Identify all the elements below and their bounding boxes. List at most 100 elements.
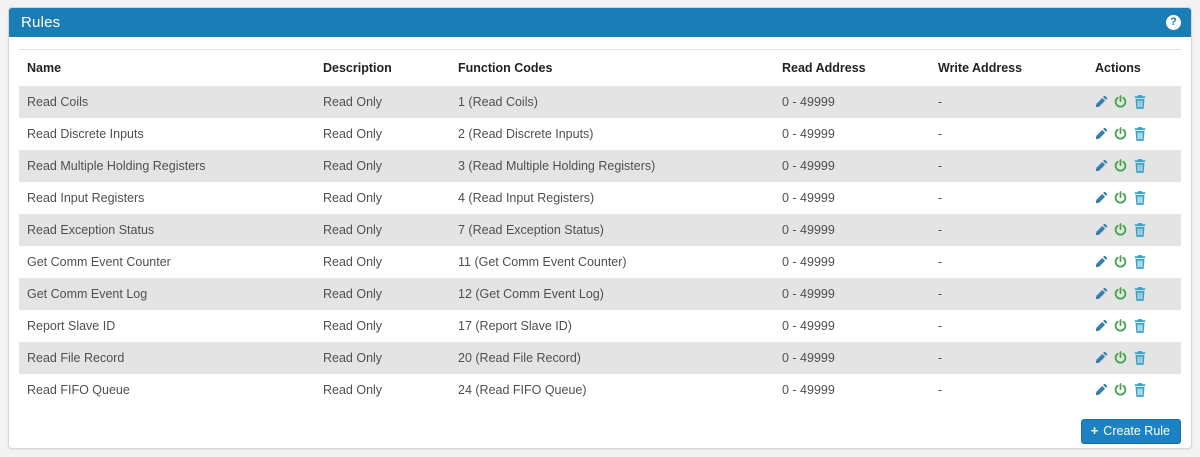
edit-pencil-icon[interactable] bbox=[1095, 223, 1108, 236]
rule-write-address-cell: - bbox=[938, 318, 943, 333]
rule-read-address-cell: 0 - 49999 bbox=[782, 254, 835, 269]
panel-header: Rules ? bbox=[9, 8, 1191, 37]
rule-description-cell: Read Only bbox=[323, 158, 383, 173]
power-toggle-icon[interactable] bbox=[1114, 191, 1127, 204]
rule-name-cell: Get Comm Event Log bbox=[27, 286, 148, 301]
panel-body: Name Description Function Codes Read Add… bbox=[9, 37, 1191, 406]
rule-actions-cell bbox=[1087, 278, 1181, 310]
delete-trash-icon[interactable] bbox=[1134, 126, 1146, 141]
table-row: Read Input Registers Read Only 4 (Read I… bbox=[19, 181, 1181, 214]
rule-read-address-cell: 0 - 49999 bbox=[782, 318, 835, 333]
create-rule-button[interactable]: + Create Rule bbox=[1080, 418, 1181, 444]
rule-write-address-cell: - bbox=[938, 350, 943, 365]
edit-pencil-icon[interactable] bbox=[1095, 191, 1108, 204]
column-header-actions: Actions bbox=[1095, 60, 1141, 75]
rule-write-address-cell: - bbox=[938, 286, 943, 301]
panel-footer: + Create Rule bbox=[9, 406, 1191, 449]
delete-trash-icon[interactable] bbox=[1134, 382, 1146, 397]
rule-actions-cell bbox=[1087, 150, 1181, 182]
table-row: Read File Record Read Only 20 (Read File… bbox=[19, 341, 1181, 374]
rule-read-address-cell: 0 - 49999 bbox=[782, 350, 835, 365]
edit-pencil-icon[interactable] bbox=[1095, 383, 1108, 396]
delete-trash-icon[interactable] bbox=[1134, 190, 1146, 205]
rule-description-cell: Read Only bbox=[323, 286, 383, 301]
rule-function-codes-cell: 2 (Read Discrete Inputs) bbox=[458, 126, 594, 141]
plus-icon: + bbox=[1090, 423, 1099, 438]
rule-name-cell: Read Exception Status bbox=[27, 222, 155, 237]
rule-write-address-cell: - bbox=[938, 126, 943, 141]
delete-trash-icon[interactable] bbox=[1134, 254, 1146, 269]
rule-function-codes-cell: 1 (Read Coils) bbox=[458, 94, 538, 109]
rule-function-codes-cell: 7 (Read Exception Status) bbox=[458, 222, 604, 237]
rule-name-cell: Read Multiple Holding Registers bbox=[27, 158, 206, 173]
rule-actions-cell bbox=[1087, 214, 1181, 246]
delete-trash-icon[interactable] bbox=[1134, 222, 1146, 237]
rule-read-address-cell: 0 - 49999 bbox=[782, 94, 835, 109]
power-toggle-icon[interactable] bbox=[1114, 383, 1127, 396]
rule-name-cell: Read Coils bbox=[27, 94, 89, 109]
create-rule-label: Create Rule bbox=[1103, 423, 1170, 438]
table-row: Get Comm Event Counter Read Only 11 (Get… bbox=[19, 245, 1181, 278]
help-question-circle-icon[interactable]: ? bbox=[1166, 15, 1181, 30]
table-row: Read Coils Read Only 1 (Read Coils) 0 - … bbox=[19, 85, 1181, 118]
rule-function-codes-cell: 20 (Read File Record) bbox=[458, 350, 581, 365]
rule-write-address-cell: - bbox=[938, 382, 943, 397]
rule-function-codes-cell: 24 (Read FIFO Queue) bbox=[458, 382, 587, 397]
rule-description-cell: Read Only bbox=[323, 254, 383, 269]
rule-read-address-cell: 0 - 49999 bbox=[782, 190, 835, 205]
power-toggle-icon[interactable] bbox=[1114, 351, 1127, 364]
table-row: Read Exception Status Read Only 7 (Read … bbox=[19, 213, 1181, 246]
rules-panel: Rules ? Name Description Function Codes … bbox=[8, 7, 1192, 449]
rule-function-codes-cell: 17 (Report Slave ID) bbox=[458, 318, 572, 333]
rule-function-codes-cell: 11 (Get Comm Event Counter) bbox=[458, 254, 627, 269]
power-toggle-icon[interactable] bbox=[1114, 255, 1127, 268]
power-toggle-icon[interactable] bbox=[1114, 159, 1127, 172]
table-row: Read Discrete Inputs Read Only 2 (Read D… bbox=[19, 117, 1181, 150]
delete-trash-icon[interactable] bbox=[1134, 286, 1146, 301]
rule-function-codes-cell: 12 (Get Comm Event Log) bbox=[458, 286, 604, 301]
rule-actions-cell bbox=[1087, 310, 1181, 342]
rule-write-address-cell: - bbox=[938, 158, 943, 173]
delete-trash-icon[interactable] bbox=[1134, 158, 1146, 173]
delete-trash-icon[interactable] bbox=[1134, 350, 1146, 365]
edit-pencil-icon[interactable] bbox=[1095, 287, 1108, 300]
rule-name-cell: Read FIFO Queue bbox=[27, 382, 130, 397]
rule-function-codes-cell: 3 (Read Multiple Holding Registers) bbox=[458, 158, 656, 173]
table-row: Read FIFO Queue Read Only 24 (Read FIFO … bbox=[19, 373, 1181, 406]
rule-actions-cell bbox=[1087, 374, 1181, 406]
column-header-description: Description bbox=[323, 60, 392, 75]
rule-description-cell: Read Only bbox=[323, 94, 383, 109]
power-toggle-icon[interactable] bbox=[1114, 95, 1127, 108]
rule-description-cell: Read Only bbox=[323, 126, 383, 141]
rule-read-address-cell: 0 - 49999 bbox=[782, 158, 835, 173]
edit-pencil-icon[interactable] bbox=[1095, 127, 1108, 140]
rule-name-cell: Read File Record bbox=[27, 350, 125, 365]
edit-pencil-icon[interactable] bbox=[1095, 159, 1108, 172]
power-toggle-icon[interactable] bbox=[1114, 319, 1127, 332]
rule-description-cell: Read Only bbox=[323, 382, 383, 397]
rule-write-address-cell: - bbox=[938, 94, 943, 109]
power-toggle-icon[interactable] bbox=[1114, 127, 1127, 140]
edit-pencil-icon[interactable] bbox=[1095, 255, 1108, 268]
column-header-name: Name bbox=[27, 60, 62, 75]
rule-read-address-cell: 0 - 49999 bbox=[782, 222, 835, 237]
power-toggle-icon[interactable] bbox=[1114, 223, 1127, 236]
page-title: Rules bbox=[21, 14, 61, 31]
column-header-function-codes: Function Codes bbox=[458, 60, 553, 75]
edit-pencil-icon[interactable] bbox=[1095, 351, 1108, 364]
rule-actions-cell bbox=[1087, 182, 1181, 214]
rule-description-cell: Read Only bbox=[323, 190, 383, 205]
rule-read-address-cell: 0 - 49999 bbox=[782, 286, 835, 301]
rule-name-cell: Read Input Registers bbox=[27, 190, 145, 205]
table-row: Read Multiple Holding Registers Read Onl… bbox=[19, 149, 1181, 182]
delete-trash-icon[interactable] bbox=[1134, 318, 1146, 333]
rule-name-cell: Report Slave ID bbox=[27, 318, 116, 333]
rule-description-cell: Read Only bbox=[323, 222, 383, 237]
rule-description-cell: Read Only bbox=[323, 350, 383, 365]
delete-trash-icon[interactable] bbox=[1134, 94, 1146, 109]
edit-pencil-icon[interactable] bbox=[1095, 95, 1108, 108]
power-toggle-icon[interactable] bbox=[1114, 287, 1127, 300]
rule-actions-cell bbox=[1087, 86, 1181, 118]
edit-pencil-icon[interactable] bbox=[1095, 319, 1108, 332]
rule-name-cell: Read Discrete Inputs bbox=[27, 126, 144, 141]
